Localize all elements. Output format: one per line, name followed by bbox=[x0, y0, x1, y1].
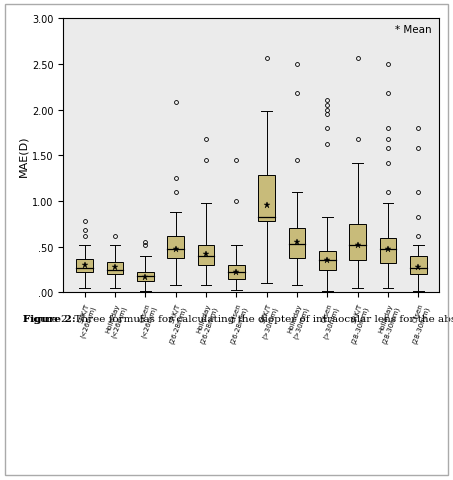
Bar bbox=[228, 265, 245, 279]
Bar bbox=[319, 252, 336, 270]
Bar bbox=[137, 273, 154, 282]
Y-axis label: MAE(D): MAE(D) bbox=[18, 135, 28, 177]
Bar bbox=[410, 256, 427, 275]
Bar bbox=[289, 229, 305, 258]
Text: Figure 2: Three formulas for calculating the diopter of intraocular lens for the: Figure 2: Three formulas for calculating… bbox=[23, 314, 453, 324]
Bar bbox=[349, 225, 366, 261]
Bar bbox=[380, 238, 396, 264]
Text: * Mean: * Mean bbox=[395, 24, 432, 35]
Bar bbox=[76, 259, 93, 273]
Bar bbox=[258, 176, 275, 222]
Bar bbox=[167, 236, 184, 258]
Text: Figure 2:: Figure 2: bbox=[23, 314, 75, 324]
Bar bbox=[106, 263, 123, 275]
Bar bbox=[198, 245, 214, 265]
